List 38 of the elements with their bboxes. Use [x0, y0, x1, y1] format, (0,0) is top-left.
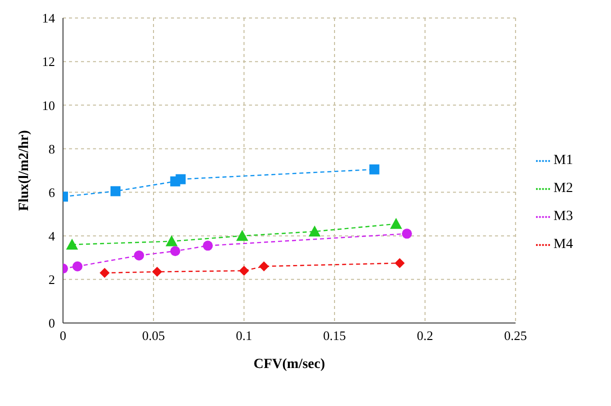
y-tick-label: 0 [48, 316, 55, 331]
point [369, 164, 380, 174]
point [170, 246, 180, 256]
point [394, 258, 405, 268]
legend-label: M4 [554, 237, 573, 252]
x-tick-label: 0.2 [416, 328, 434, 344]
y-tick-label: 12 [42, 54, 55, 70]
point [176, 174, 186, 184]
y-tick-label: 14 [42, 10, 56, 26]
point [236, 230, 248, 241]
legend-label: M2 [554, 181, 573, 196]
point [66, 238, 78, 250]
point [100, 268, 110, 278]
point [239, 266, 250, 276]
legend-label: M3 [554, 209, 573, 224]
legend-label: M1 [554, 153, 573, 168]
point [166, 235, 178, 246]
y-tick-label: 6 [48, 184, 56, 200]
point [152, 266, 162, 277]
y-tick-label: 8 [48, 141, 55, 156]
x-tick-label: 0.1 [236, 328, 252, 344]
point [202, 240, 213, 251]
x-tick-label: 0.05 [142, 328, 165, 344]
point [134, 250, 144, 260]
x-tick-label: 0.15 [323, 328, 346, 344]
point [258, 261, 269, 272]
x-tick-label: 0 [60, 328, 66, 344]
y-tick-label: 4 [48, 228, 56, 244]
point [110, 186, 120, 196]
y-tick-label: 2 [48, 272, 55, 288]
y-axis-title: Flux(l/m2/hr) [16, 130, 32, 211]
y-tick-label: 10 [42, 98, 55, 113]
point [72, 261, 82, 272]
point [308, 226, 321, 236]
point [402, 228, 412, 239]
x-tick-label: 0.25 [504, 328, 527, 344]
x-axis-title: CFV(m/sec) [254, 357, 326, 372]
point [390, 218, 402, 229]
